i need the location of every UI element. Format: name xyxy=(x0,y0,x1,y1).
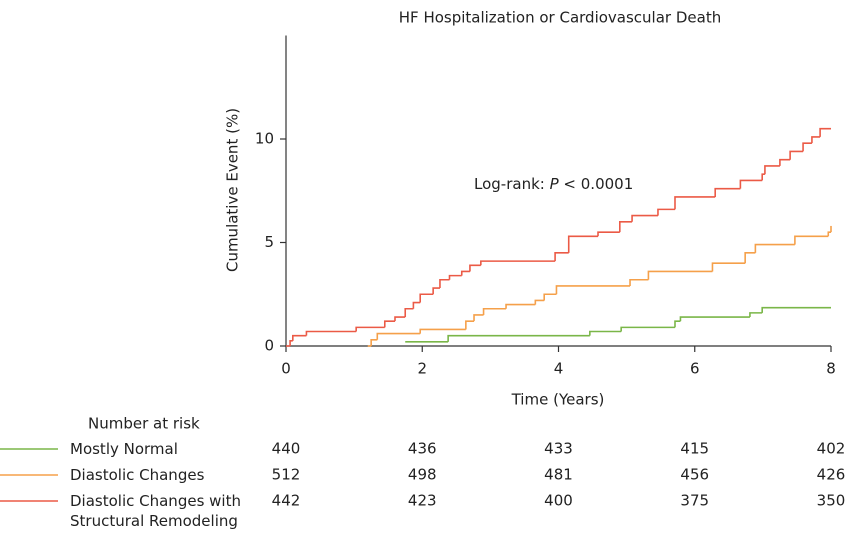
legend-label: Diastolic Changes with Structural Remode… xyxy=(70,492,241,530)
km-step xyxy=(674,196,716,210)
x-axis-label: Time (Years) xyxy=(511,391,605,409)
at-risk-value: 436 xyxy=(408,440,437,458)
km-step xyxy=(419,293,434,303)
km-step xyxy=(619,221,633,233)
km-step xyxy=(764,165,780,175)
km-step xyxy=(629,278,649,286)
km-step xyxy=(432,287,440,295)
km-step xyxy=(657,208,675,216)
km-step xyxy=(305,330,357,336)
km-step xyxy=(534,299,545,305)
at-risk-value: 481 xyxy=(544,466,573,484)
km-step xyxy=(827,231,831,237)
km-step xyxy=(647,270,713,280)
km-step xyxy=(460,270,470,276)
km-step xyxy=(465,320,475,330)
chart-title: HF Hospitalization or Cardiovascular Dea… xyxy=(399,9,721,27)
km-step xyxy=(819,127,831,137)
km-step xyxy=(789,150,804,160)
x-tick-label: 8 xyxy=(826,360,836,378)
at-risk-value: 433 xyxy=(544,440,573,458)
at-risk-value: 375 xyxy=(680,492,709,510)
km-step xyxy=(761,306,831,313)
at-risk-value: 512 xyxy=(272,466,301,484)
km-step xyxy=(394,316,406,322)
at-risk-value: 498 xyxy=(408,466,437,484)
km-step xyxy=(761,173,765,181)
x-tick-label: 4 xyxy=(554,360,564,378)
km-step xyxy=(811,136,821,144)
km-step xyxy=(802,142,812,152)
risk-table-title: Number at risk xyxy=(88,415,200,433)
at-risk-value: 440 xyxy=(272,440,301,458)
km-step xyxy=(404,307,414,318)
km-step xyxy=(370,338,378,346)
km-step xyxy=(555,285,631,295)
annotation-suffix: < 0.0001 xyxy=(563,175,633,193)
km-step xyxy=(739,179,763,189)
y-tick-label: 5 xyxy=(264,233,274,251)
legend-label: Mostly Normal xyxy=(70,440,178,458)
km-step xyxy=(439,278,450,289)
at-risk-value: 350 xyxy=(817,492,846,510)
km-step xyxy=(779,158,791,166)
annotation-italic: P xyxy=(550,175,560,193)
x-tick-label: 6 xyxy=(690,360,700,378)
km-step xyxy=(383,320,395,328)
km-step xyxy=(714,187,741,197)
km-step xyxy=(355,326,385,332)
at-risk-value: 442 xyxy=(272,492,301,510)
at-risk-value: 426 xyxy=(817,466,846,484)
km-step xyxy=(589,330,622,336)
x-tick-label: 2 xyxy=(417,360,427,378)
km-step xyxy=(597,231,620,237)
at-risk-value: 423 xyxy=(408,492,437,510)
km-step xyxy=(744,252,756,264)
km-step xyxy=(567,235,599,253)
km-step xyxy=(554,252,569,262)
km-step xyxy=(482,307,507,315)
x-tick-label: 0 xyxy=(281,360,291,378)
at-risk-value: 402 xyxy=(817,440,846,458)
km-step xyxy=(376,332,421,340)
km-step xyxy=(473,314,484,322)
km-step xyxy=(749,312,763,318)
km-step xyxy=(419,328,466,334)
km-step xyxy=(469,264,481,272)
km-step xyxy=(631,214,658,222)
km-step xyxy=(289,340,293,346)
km-step xyxy=(620,326,675,332)
at-risk-value: 456 xyxy=(680,466,709,484)
km-step xyxy=(794,235,829,245)
y-tick-label: 0 xyxy=(264,337,274,355)
y-axis-label: Cumulative Event (%) xyxy=(224,108,242,272)
y-tick-label: 10 xyxy=(255,130,274,148)
km-step xyxy=(679,316,750,322)
legend-label: Diastolic Changes xyxy=(70,466,205,484)
km-step xyxy=(505,303,536,309)
km-step xyxy=(543,293,557,301)
km-step xyxy=(711,262,746,272)
at-risk-value: 415 xyxy=(680,440,709,458)
km-step xyxy=(292,334,307,341)
annotation-prefix: Log-rank: xyxy=(474,175,545,193)
annotation: Log-rank: P < 0.0001 xyxy=(474,175,633,193)
km-step xyxy=(412,301,421,309)
km-step xyxy=(448,274,462,280)
km-step xyxy=(754,243,795,253)
km-step xyxy=(480,260,556,266)
at-risk-value: 400 xyxy=(544,492,573,510)
km-step xyxy=(674,320,681,328)
km-step xyxy=(447,334,590,342)
